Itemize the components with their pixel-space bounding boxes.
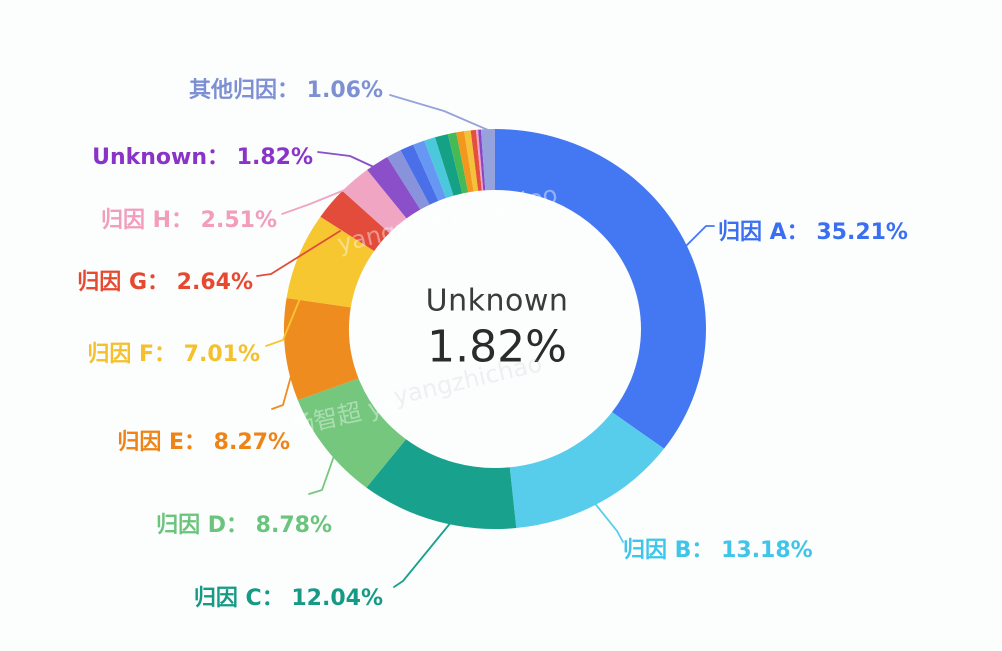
slice-label-7: 归因 G： 2.64% [77,270,253,295]
center-label-value: 1.82% [427,321,567,373]
leader-line-2 [592,500,624,543]
pie-slice-13[interactable] [424,137,454,199]
pie-slice-1[interactable] [495,129,706,449]
pie-slice-3[interactable] [366,439,517,530]
pie-slice-11[interactable] [400,144,439,205]
pie-slice-7[interactable] [320,190,390,251]
slice-label-4: 归因 D： 8.78% [156,513,332,538]
pie-slice-14[interactable] [434,134,463,196]
pie-slice-12[interactable] [413,140,447,201]
pie-slice-19[interactable] [475,129,484,191]
pie-slice-20[interactable] [478,129,486,191]
slice-label-6: 归因 F： 7.01% [87,342,260,367]
pie-slice-16[interactable] [456,131,474,193]
pie-slice-8[interactable] [342,169,407,234]
pie-slice-2[interactable] [509,412,665,528]
leader-line-5 [271,357,297,410]
leader-line-21 [389,94,489,131]
pie-slice-4[interactable] [297,378,407,488]
leader-line-3 [393,520,453,588]
leader-line-8 [281,188,348,215]
center-label: Unknown 1.82% [426,284,569,373]
leader-line-6 [265,273,311,347]
pie-slice-17[interactable] [464,130,479,192]
pie-slice-5[interactable] [284,297,359,401]
pie-slice-10[interactable] [387,150,430,210]
leader-line-9 [317,151,377,169]
pie-slice-18[interactable] [470,129,482,191]
pie-slice-21[interactable] [480,129,495,191]
slice-label-1: 归因 A： 35.21% [718,220,908,245]
pie-slice-15[interactable] [447,132,469,194]
slice-label-2: 归因 B： 13.18% [623,538,813,563]
slice-label-8: 归因 H： 2.51% [100,208,277,233]
slice-label-21: 其他归因： 1.06% [189,78,383,103]
leader-line-7 [256,230,341,277]
slice-label-5: 归因 E： 8.27% [117,430,290,455]
center-label-title: Unknown [425,283,569,319]
leader-line-4 [308,455,335,495]
pie-slice-6[interactable] [286,216,375,308]
pie-slice-9[interactable] [367,157,421,219]
slice-label-9: Unknown： 1.82% [92,145,313,170]
slice-label-3: 归因 C： 12.04% [193,586,383,611]
leader-line-1 [682,225,715,250]
